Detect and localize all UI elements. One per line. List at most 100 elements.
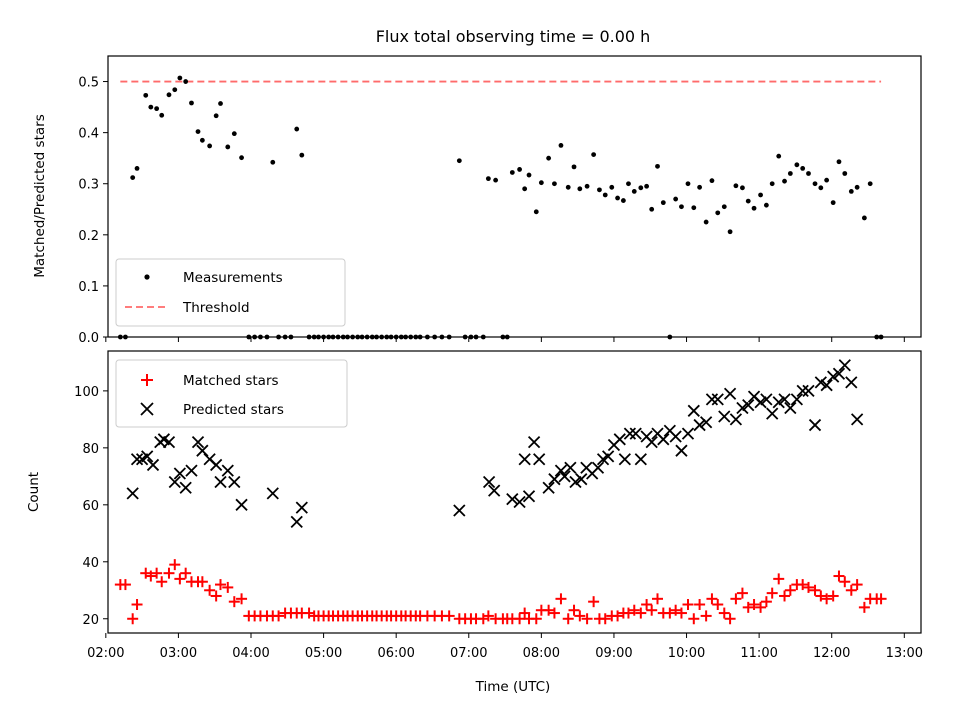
predicted-point <box>554 464 568 477</box>
matched-point <box>664 607 676 619</box>
matched-point <box>180 567 192 579</box>
predicted-point <box>558 470 571 483</box>
measurement-point <box>252 334 258 340</box>
matched-point <box>612 610 624 622</box>
matched-point <box>514 613 526 625</box>
predicted-point <box>185 464 198 477</box>
predicted-point-b <box>542 481 555 494</box>
measurement-point <box>439 334 445 340</box>
measurement-point <box>456 158 462 164</box>
matched-point <box>694 599 706 611</box>
predicted-point <box>575 473 588 486</box>
predicted-point <box>569 475 582 489</box>
matched-point <box>519 607 531 619</box>
measurement-point <box>369 334 375 340</box>
x-tick-label: 10:00 <box>668 646 705 661</box>
predicted-point <box>602 450 615 463</box>
measurement-point <box>239 155 244 161</box>
predicted-point <box>820 379 833 392</box>
predicted-point-b <box>645 436 658 449</box>
predicted-point <box>141 450 154 463</box>
predicted-point <box>681 427 695 440</box>
predicted-point <box>126 487 139 500</box>
predicted-point-b <box>754 396 767 409</box>
matched-point <box>652 593 664 605</box>
measurement-point <box>546 155 552 161</box>
predicted-point-b <box>527 436 541 449</box>
matched-point <box>875 593 887 605</box>
measurement-point <box>388 334 394 340</box>
matched-point <box>736 587 748 599</box>
predicted-point <box>736 401 749 415</box>
predicted-point-b <box>729 413 743 426</box>
matched-point <box>797 579 809 591</box>
matched-point <box>119 579 131 591</box>
predicted-point-b <box>760 393 773 406</box>
measurement-point <box>552 181 557 187</box>
predicted-point-b <box>681 427 695 440</box>
measurement-point <box>685 181 691 187</box>
predicted-point-b <box>613 433 626 446</box>
legend-predicted-label: Predicted stars <box>183 402 284 418</box>
measurement-point <box>350 334 356 340</box>
measurement-point <box>335 334 341 340</box>
predicted-point-b <box>162 436 176 449</box>
matched-point <box>755 601 767 613</box>
predicted-point <box>802 384 815 398</box>
measurement-point <box>673 196 679 202</box>
matched-point <box>151 567 163 579</box>
predicted-point <box>838 359 851 372</box>
matched-point <box>766 587 778 599</box>
measurement-point <box>644 183 650 189</box>
predicted-point-b <box>295 501 308 514</box>
measurement-point <box>787 171 793 176</box>
measurement-point <box>345 334 350 340</box>
legend-measurements-label: Measurements <box>183 270 283 286</box>
measurement-point <box>703 219 709 225</box>
legend-matched-label: Matched stars <box>183 373 279 389</box>
measurement-point <box>533 209 539 215</box>
matched-point <box>127 613 139 625</box>
measurement-point <box>842 171 848 176</box>
predicted-point-b <box>580 461 593 474</box>
predicted-point <box>482 475 496 489</box>
predicted-point-b <box>130 453 144 466</box>
measurement-point <box>172 87 178 93</box>
predicted-point <box>784 401 797 415</box>
measurement-point <box>697 184 703 190</box>
matched-point <box>599 613 611 625</box>
predicted-point <box>210 458 223 472</box>
measurement-point <box>311 334 317 340</box>
predicted-point-b <box>838 359 851 372</box>
measurement-point <box>509 170 515 175</box>
x-axis-label: Time (UTC) <box>475 679 551 695</box>
legend-measurements-marker <box>144 274 150 280</box>
predicted-point-b <box>747 390 761 403</box>
measurement-point <box>294 126 300 132</box>
measurement-point <box>154 106 160 112</box>
predicted-point <box>645 436 658 449</box>
measurement-point <box>493 177 499 183</box>
measurement-point <box>213 113 219 119</box>
predicted-point-b <box>602 450 615 463</box>
predicted-point-b <box>126 487 139 500</box>
bottom-y-tick-label: 100 <box>74 385 99 400</box>
predicted-point <box>634 453 647 466</box>
predicted-point <box>742 398 755 412</box>
predicted-point <box>591 461 605 474</box>
measurement-point <box>679 204 684 210</box>
predicted-point-b <box>168 475 181 489</box>
predicted-point-b <box>736 401 749 415</box>
matched-point <box>543 604 555 616</box>
predicted-point-b <box>173 467 186 480</box>
predicted-point <box>850 413 864 426</box>
predicted-point <box>729 413 743 426</box>
predicted-point-b <box>558 470 571 483</box>
measurement-point <box>123 334 128 340</box>
measurement-point <box>854 184 860 190</box>
measurement-point <box>631 188 637 194</box>
predicted-point <box>146 458 160 472</box>
measurement-point <box>558 143 564 148</box>
measurement-point <box>709 178 715 184</box>
matched-point <box>821 593 833 605</box>
